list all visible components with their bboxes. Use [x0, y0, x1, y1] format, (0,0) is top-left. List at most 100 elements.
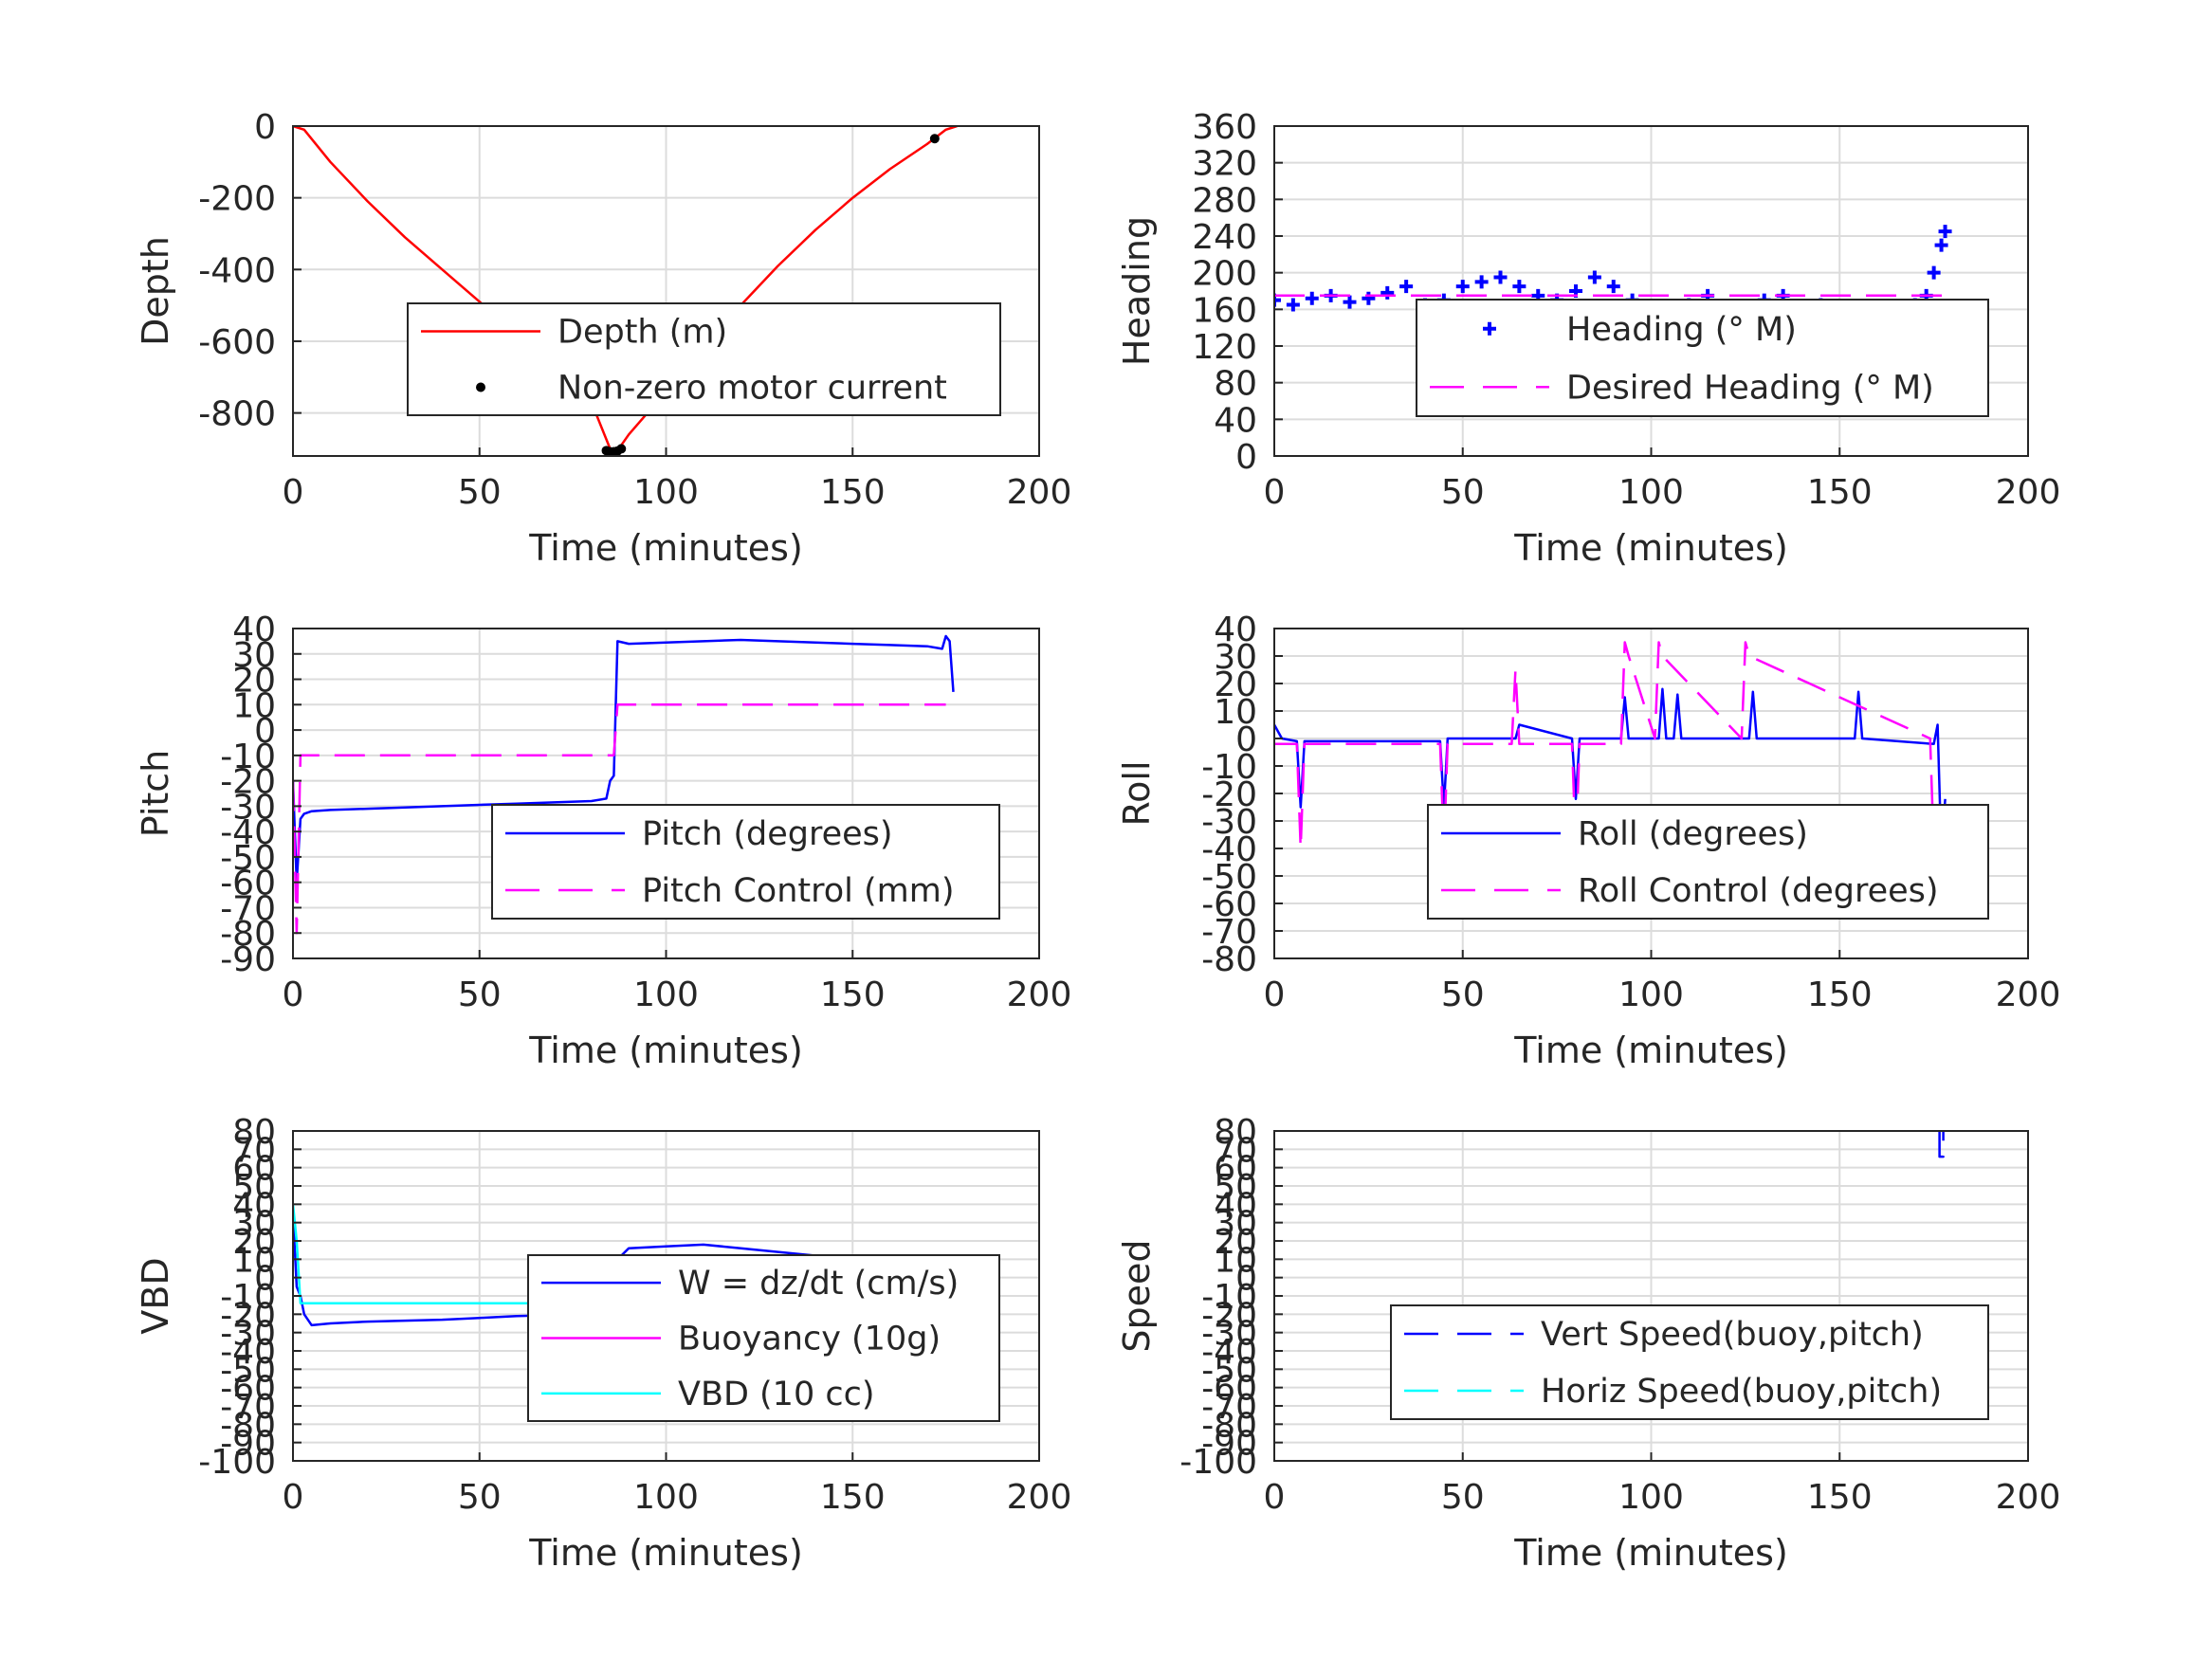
y-tick-label: 70 — [1214, 1131, 1257, 1170]
y-tick-label: -10 — [1201, 748, 1257, 787]
y-tick-label: 40 — [1214, 611, 1257, 649]
depth-legend: Depth (m) Non-zero motor current — [407, 302, 1001, 416]
x-tick-label: 150 — [1807, 1478, 1873, 1517]
heading-legend: Heading (° M) Desired Heading (° M) — [1416, 299, 1989, 417]
heading-series-0-point — [1474, 275, 1489, 289]
x-tick-label: 0 — [1264, 975, 1286, 1014]
y-tick-label: -70 — [1201, 913, 1257, 952]
legend-entry: Desired Heading (° M) — [1566, 369, 1934, 407]
y-tick-label: -100 — [198, 1443, 276, 1482]
y-tick-label: 10 — [1214, 693, 1257, 732]
y-tick-label: -400 — [198, 251, 276, 290]
heading-chart: 0 50 100 150 20004080120160200240280320360Ti… — [1116, 108, 2060, 569]
depth-x-axis-label: Time (minutes) — [528, 527, 803, 569]
heading-series-0-point — [1362, 291, 1376, 305]
y-tick-label: 10 — [232, 1241, 276, 1280]
pitch-series-1-line — [293, 703, 946, 935]
y-tick-label: 50 — [1214, 1168, 1257, 1207]
y-tick-label: -40 — [1201, 1333, 1257, 1372]
heading-series-0-point — [1587, 270, 1601, 284]
roll-series-1-line — [1274, 641, 1942, 850]
x-tick-label: 200 — [1996, 975, 2061, 1014]
y-tick-label: 0 — [254, 108, 276, 147]
y-tick-label: 20 — [232, 1223, 276, 1262]
heading-series-0-point — [1399, 280, 1414, 294]
y-tick-label: 160 — [1192, 291, 1257, 330]
speed-chart: 0 50 100 150 20080706050403020100-10-20-30-4… — [1116, 1113, 2060, 1574]
y-tick-label: 40 — [232, 611, 276, 649]
y-tick-label: 10 — [232, 686, 276, 725]
depth-series-1-point — [929, 134, 940, 144]
y-tick-label: -60 — [220, 865, 276, 903]
y-tick-label: 240 — [1192, 218, 1257, 257]
y-tick-label: -30 — [220, 788, 276, 827]
x-tick-label: 100 — [1618, 1478, 1684, 1517]
y-tick-label: -50 — [220, 1351, 276, 1390]
depth-series-1-point — [616, 444, 627, 454]
heading-x-axis-label: Time (minutes) — [1513, 527, 1788, 569]
pitch-y-axis-label: Pitch — [135, 750, 176, 838]
legend-entry: Roll (degrees) — [1578, 815, 1808, 853]
y-tick-label: 120 — [1192, 328, 1257, 367]
y-tick-label: -60 — [220, 1370, 276, 1409]
x-tick-label: 0 — [283, 1478, 304, 1517]
heading-series-0-point — [1938, 225, 1952, 239]
vbd-y-axis-label: VBD — [135, 1257, 176, 1334]
y-tick-label: 40 — [1214, 401, 1257, 440]
heading-series-0-point — [1606, 280, 1620, 294]
legend-entry: VBD (10 cc) — [678, 1376, 875, 1413]
legend-entry: Pitch Control (mm) — [642, 872, 954, 910]
x-tick-label: 150 — [820, 1478, 886, 1517]
heading-series-0-point — [1927, 265, 1941, 280]
x-tick-label: 100 — [1618, 473, 1684, 512]
x-tick-label: 0 — [1264, 473, 1286, 512]
vbd-x-axis-label: Time (minutes) — [528, 1532, 803, 1574]
y-tick-label: -80 — [220, 1406, 276, 1445]
x-tick-label: 100 — [633, 1478, 699, 1517]
speed-x-axis-label: Time (minutes) — [1513, 1532, 1788, 1574]
y-tick-label: -90 — [220, 940, 276, 979]
heading-series-0-point — [1305, 291, 1319, 305]
legend-entry: Pitch (degrees) — [642, 815, 893, 853]
speed-series-0-line — [1938, 1131, 1945, 1158]
roll-x-axis-label: Time (minutes) — [1513, 1030, 1788, 1071]
y-tick-label: -40 — [220, 1333, 276, 1372]
y-tick-label: 10 — [1214, 1241, 1257, 1280]
x-tick-label: 50 — [458, 473, 502, 512]
y-tick-label: 20 — [1214, 665, 1257, 704]
x-tick-label: 50 — [458, 975, 502, 1014]
y-tick-label: 40 — [232, 1186, 276, 1225]
vbd-chart: 0 50 100 150 20080706050403020100-10-20-30-4… — [135, 1113, 1071, 1574]
y-tick-label: -80 — [1201, 940, 1257, 979]
pitch-legend: Pitch (degrees) Pitch Control (mm) — [491, 804, 1000, 920]
x-tick-label: 150 — [820, 975, 886, 1014]
x-tick-label: 0 — [283, 473, 304, 512]
legend-entry: Heading (° M) — [1566, 311, 1797, 349]
y-tick-label: 200 — [1192, 255, 1257, 294]
legend-entry: Buoyancy (10g) — [678, 1321, 941, 1358]
y-tick-label: -70 — [1201, 1388, 1257, 1427]
y-tick-label: -70 — [220, 889, 276, 928]
x-tick-label: 150 — [820, 473, 886, 512]
x-tick-label: 150 — [1807, 473, 1873, 512]
pitch-series-0-line — [293, 634, 955, 884]
heading-series-0-point — [1274, 293, 1281, 307]
y-tick-label: -80 — [1201, 1406, 1257, 1445]
speed-legend: Vert Speed(buoy,pitch) Horiz Speed(buoy,p… — [1390, 1304, 1989, 1420]
x-tick-label: 150 — [1807, 975, 1873, 1014]
y-tick-label: -800 — [198, 395, 276, 434]
y-tick-label: 360 — [1192, 108, 1257, 147]
y-tick-label: -80 — [220, 915, 276, 954]
depth-chart: 0 50 100 150 200 0 -200 -400 -600 -800 Time (minut… — [135, 108, 1071, 569]
y-tick-label: -20 — [1201, 1296, 1257, 1335]
y-tick-label: -60 — [1201, 1370, 1257, 1409]
y-tick-label: 30 — [232, 1205, 276, 1244]
y-tick-label: -50 — [1201, 1351, 1257, 1390]
y-tick-label: -10 — [220, 738, 276, 776]
legend-entry: Horiz Speed(buoy,pitch) — [1541, 1373, 1942, 1411]
legend-entry: Vert Speed(buoy,pitch) — [1541, 1316, 1924, 1354]
y-tick-label: -50 — [1201, 858, 1257, 897]
legend-marker — [476, 382, 485, 392]
y-tick-label: 80 — [232, 1113, 276, 1152]
